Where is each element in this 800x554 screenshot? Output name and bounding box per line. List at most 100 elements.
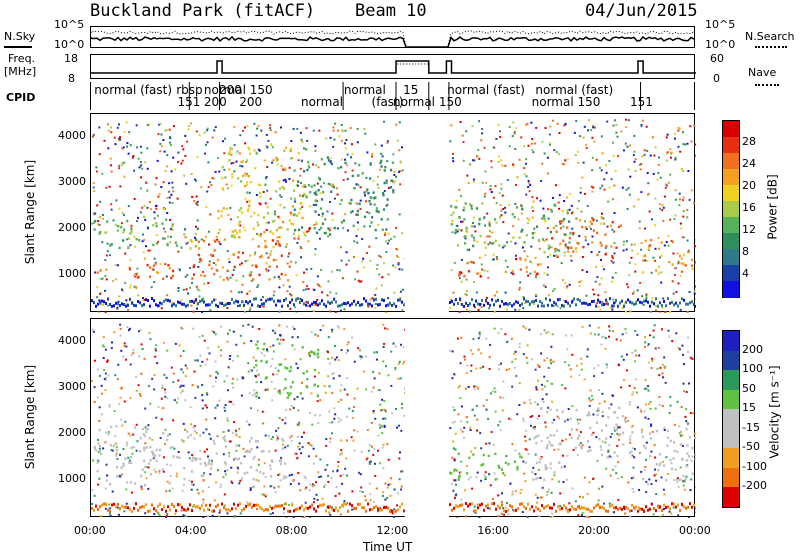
heatmap-cell	[383, 169, 386, 172]
heatmap-speck	[148, 331, 151, 334]
heatmap-speck	[561, 163, 564, 166]
heatmap-speck	[451, 157, 454, 160]
heatmap-speck	[219, 354, 222, 357]
heatmap-cell	[565, 506, 567, 510]
heatmap-speck	[214, 263, 217, 266]
colorbar-segment	[723, 265, 739, 282]
heatmap-speck	[540, 496, 543, 499]
heatmap-speck	[207, 230, 210, 233]
heatmap-speck	[203, 450, 206, 453]
heatmap-cell	[587, 303, 589, 307]
heatmap-cell	[559, 442, 562, 445]
heatmap-speck	[538, 515, 541, 518]
heatmap-speck	[276, 163, 279, 166]
heatmap-speck	[492, 258, 495, 261]
heatmap-speck	[555, 224, 558, 227]
heatmap-speck	[235, 449, 238, 452]
heatmap-cell	[228, 454, 231, 458]
heatmap-speck	[217, 345, 220, 348]
heatmap-cell	[253, 149, 256, 152]
heatmap-cell	[257, 233, 260, 237]
heatmap-cell	[375, 297, 377, 301]
heatmap-speck	[667, 473, 670, 475]
heatmap-speck	[195, 232, 197, 235]
heatmap-speck	[635, 354, 638, 357]
heatmap-cell	[155, 224, 158, 228]
heatmap-speck	[682, 382, 685, 385]
heatmap-cell	[605, 298, 607, 302]
heatmap-speck	[677, 260, 680, 263]
heatmap-speck	[661, 204, 664, 207]
heatmap-speck	[132, 433, 135, 436]
heatmap-speck	[465, 387, 468, 390]
heatmap-speck	[154, 355, 157, 358]
heatmap-speck	[314, 149, 317, 152]
heatmap-speck	[493, 310, 496, 313]
heatmap-speck	[253, 253, 256, 256]
heatmap-speck	[344, 158, 347, 161]
heatmap-cell	[581, 506, 583, 510]
heatmap-speck	[454, 497, 456, 500]
heatmap-speck	[201, 394, 204, 397]
heatmap-speck	[252, 457, 255, 460]
heatmap-speck	[263, 354, 266, 357]
heatmap-cell	[330, 162, 333, 166]
heatmap-cell	[209, 303, 211, 307]
x-tick-label: 00:00	[679, 524, 711, 537]
heatmap-speck	[166, 294, 168, 297]
heatmap-speck	[608, 186, 611, 189]
heatmap-speck	[184, 514, 187, 517]
heatmap-speck	[188, 457, 191, 460]
heatmap-speck	[274, 449, 277, 452]
heatmap-speck	[681, 199, 684, 202]
heatmap-speck	[666, 133, 669, 136]
heatmap-speck	[530, 261, 533, 264]
heatmap-cell	[207, 303, 209, 307]
heatmap-speck	[571, 405, 574, 408]
heatmap-speck	[356, 387, 359, 390]
heatmap-speck	[595, 219, 598, 222]
heatmap-cell	[483, 303, 485, 307]
heatmap-cell	[187, 436, 190, 439]
heatmap-speck	[368, 482, 371, 485]
heatmap-speck	[165, 275, 168, 278]
heatmap-cell	[166, 242, 169, 246]
heatmap-cell	[313, 507, 315, 511]
heatmap-cell	[253, 455, 256, 459]
heatmap-speck	[375, 487, 378, 490]
heatmap-speck	[521, 456, 523, 459]
heatmap-speck	[645, 125, 648, 128]
heatmap-speck	[123, 161, 126, 164]
heatmap-cell	[282, 477, 285, 480]
heatmap-speck	[570, 204, 573, 207]
heatmap-speck	[120, 473, 123, 476]
heatmap-speck	[250, 215, 253, 218]
heatmap-cell	[139, 436, 142, 440]
heatmap-cell	[457, 302, 459, 306]
heatmap-cell	[566, 226, 569, 229]
heatmap-speck	[533, 427, 536, 430]
heatmap-cell	[221, 301, 223, 305]
heatmap-speck	[354, 162, 357, 165]
heatmap-cell	[688, 436, 691, 439]
heatmap-speck	[653, 324, 656, 327]
heatmap-speck	[260, 233, 263, 236]
heatmap-speck	[118, 295, 121, 298]
heatmap-cell	[99, 300, 101, 304]
heatmap-speck	[346, 343, 349, 346]
heatmap-speck	[146, 167, 149, 170]
heatmap-speck	[293, 237, 296, 240]
heatmap-speck	[398, 121, 401, 124]
heatmap-speck	[337, 359, 340, 362]
heatmap-speck	[127, 456, 130, 459]
heatmap-cell	[361, 303, 363, 307]
heatmap-cell	[171, 223, 174, 226]
heatmap-cell	[557, 448, 560, 451]
heatmap-speck	[525, 175, 528, 178]
heatmap-speck	[371, 297, 374, 300]
heatmap-speck	[382, 360, 385, 363]
heatmap-speck	[608, 329, 611, 332]
heatmap-cell	[329, 183, 332, 186]
heatmap-speck	[682, 131, 684, 134]
heatmap-speck	[614, 271, 617, 274]
